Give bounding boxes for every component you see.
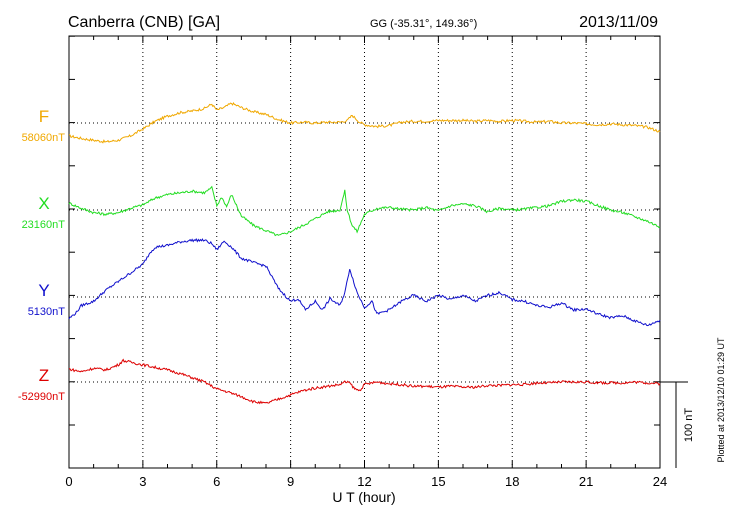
axis-ticks [68, 35, 661, 468]
series-base-z: -52990nT [18, 391, 65, 403]
trace-x [68, 185, 661, 237]
series-name-x: X [38, 194, 49, 213]
series-name-z: Z [39, 366, 49, 385]
trace-y [68, 237, 661, 327]
plotted-timestamp: Plotted at 2013/12/10 01:29 UT [716, 337, 726, 463]
x-tick-label: 6 [213, 474, 220, 489]
series-base-x: 23160nT [22, 219, 66, 231]
traces [68, 102, 661, 405]
series-name-f: F [39, 107, 49, 126]
x-tick-label: 9 [287, 474, 294, 489]
x-tick-label: 18 [505, 474, 519, 489]
series-labels: F 58060nT X 23160nT Y 5130nT Z -52990nT [18, 107, 65, 403]
coords-label: GG (-35.31°, 149.36°) [370, 18, 477, 30]
x-tick-label: 15 [431, 474, 445, 489]
grid [69, 36, 660, 468]
x-tick-label: 0 [65, 474, 72, 489]
scale-bar-label: 100 nT [683, 408, 695, 443]
series-base-f: 58060nT [22, 132, 66, 144]
date-label: 2013/11/09 [579, 14, 658, 31]
x-tick-label: 21 [579, 474, 593, 489]
series-base-y: 5130nT [28, 306, 66, 318]
x-tick-label: 12 [357, 474, 371, 489]
station-title: Canberra (CNB) [GA] [68, 14, 220, 31]
x-tick-labels: 0 3 6 9 12 15 18 21 24 [65, 474, 667, 489]
trace-f [68, 102, 661, 144]
x-tick-label: 3 [139, 474, 146, 489]
x-axis-label: U T (hour) [332, 489, 395, 505]
x-tick-label: 24 [653, 474, 667, 489]
trace-z [68, 358, 661, 405]
series-name-y: Y [38, 281, 49, 300]
